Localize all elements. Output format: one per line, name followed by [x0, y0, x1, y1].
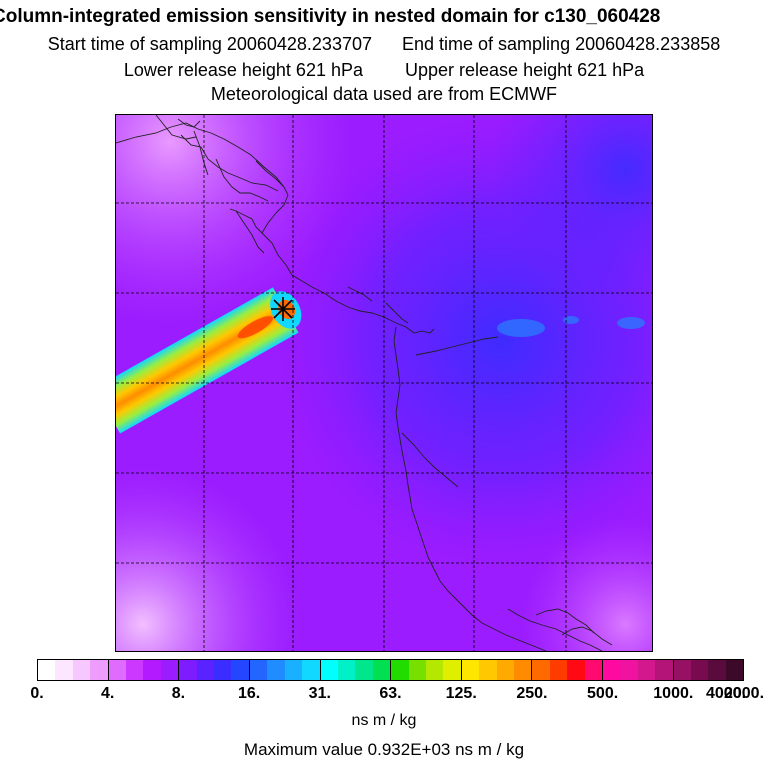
colorbar-swatch	[72, 660, 91, 680]
colorbar-tick-label: 2000.	[723, 685, 765, 702]
colorbar-swatch	[708, 660, 726, 680]
colorbar-swatch	[248, 660, 268, 680]
emission-sensitivity-map	[115, 114, 653, 652]
colorbar-swatch	[107, 660, 127, 680]
colorbar-swatch	[602, 660, 621, 680]
colorbar-swatch	[267, 660, 285, 680]
colorbar-swatch	[160, 660, 179, 680]
colorbar-swatch	[460, 660, 480, 680]
colorbar-swatch	[90, 660, 108, 680]
colorbar-tick-label: 63.	[379, 685, 402, 702]
colorbar-swatch	[513, 660, 532, 680]
colorbar-swatch	[372, 660, 391, 680]
colorbar-swatch	[408, 660, 426, 680]
colorbar-swatch	[284, 660, 303, 680]
colorbar-tick-label: 4.	[101, 685, 115, 702]
start-time-label: Start time of sampling 20060428.233707	[47, 34, 372, 54]
colorbar-tick-label: 31.	[308, 685, 331, 702]
release-height-line: Lower release height 621 hPa Upper releas…	[0, 60, 768, 81]
colorbar-swatch	[231, 660, 249, 680]
colorbar-tick-label: 4000.	[705, 685, 747, 702]
upper-release-label: Upper release height 621 hPa	[405, 60, 645, 80]
colorbar-swatch	[567, 660, 585, 680]
colorbar-swatch	[55, 660, 73, 680]
colorbar-swatch	[479, 660, 497, 680]
map-canvas	[116, 115, 652, 651]
colorbar-swatch	[337, 660, 356, 680]
colorbar-swatch	[549, 660, 568, 680]
colorbar-swatch	[126, 660, 144, 680]
colorbar-tick-label: 16.	[237, 685, 261, 702]
colorbar-swatch	[725, 660, 744, 680]
lower-release-label: Lower release height 621 hPa	[123, 60, 363, 80]
colorbar-swatch	[390, 660, 409, 680]
met-data-label: Meteorological data used are from ECMWF	[210, 84, 558, 104]
coastlines	[116, 115, 613, 651]
colorbar-tick-label: 125.	[445, 685, 477, 702]
colorbar-swatch	[531, 660, 550, 680]
colorbar-swatch	[214, 660, 232, 680]
colorbar-swatch	[196, 660, 215, 680]
release-point-asterisk-icon	[271, 297, 295, 321]
colorbar-swatch	[496, 660, 514, 680]
colorbar-swatch	[143, 660, 161, 680]
colorbar	[37, 659, 744, 681]
colorbar-swatch	[355, 660, 373, 680]
colorbar-swatch	[691, 660, 709, 680]
figure-title: Column-integrated emission sensitivity i…	[0, 6, 661, 27]
colorbar-swatch	[655, 660, 673, 680]
colorbar-tick-label: 0.	[30, 685, 44, 702]
colorbar-swatch	[425, 660, 444, 680]
field-blue-patches	[497, 316, 645, 337]
sampling-time-line: Start time of sampling 20060428.233707 En…	[0, 34, 768, 55]
colorbar-swatch	[637, 660, 656, 680]
maximum-value-label: Maximum value 0.932E+03 ns m / kg	[243, 740, 525, 759]
end-time-label: End time of sampling 20060428.233858	[402, 34, 721, 54]
colorbar-swatch	[672, 660, 692, 680]
graticule	[116, 115, 652, 651]
colorbar-unit: ns m / kg	[351, 712, 417, 729]
colorbar-tick-label: 500.	[587, 685, 619, 702]
colorbar-swatch	[302, 660, 320, 680]
colorbar-swatch	[443, 660, 461, 680]
colorbar-swatch	[38, 660, 56, 680]
colorbar-swatch	[178, 660, 197, 680]
colorbar-swatch	[584, 660, 602, 680]
colorbar-swatch	[319, 660, 338, 680]
colorbar-tick-label: 8.	[171, 685, 186, 702]
colorbar-swatch	[620, 660, 638, 680]
colorbar-tick-label: 250.	[516, 685, 548, 702]
colorbar-tick-label: 1000.	[653, 685, 694, 702]
